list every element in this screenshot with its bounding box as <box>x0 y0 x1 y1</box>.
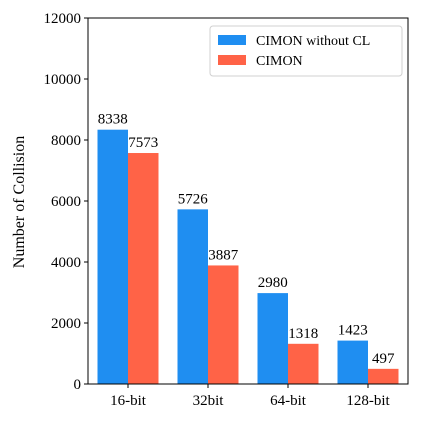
bars-group <box>97 129 399 384</box>
y-tick-label: 0 <box>74 377 82 393</box>
data-label: 1318 <box>288 326 318 342</box>
bar-cimon-without-cl-3 <box>337 340 368 384</box>
x-tick-label: 16-bit <box>110 393 147 409</box>
legend: CIMON without CL CIMON <box>209 25 403 77</box>
data-label: 7573 <box>128 135 158 151</box>
data-label: 3887 <box>208 247 239 263</box>
data-label: 497 <box>372 351 395 367</box>
bar-cimon-without-cl-1 <box>177 209 208 384</box>
data-label: 8338 <box>98 112 128 128</box>
legend-swatch <box>218 55 246 65</box>
bar-cimon-3 <box>368 368 399 384</box>
legend-label: CIMON <box>256 54 303 69</box>
y-axis-label: Number of Collision <box>11 136 28 268</box>
y-tick-label: 2000 <box>51 316 81 332</box>
x-tick-label: 32bit <box>193 393 225 409</box>
y-tick-label: 12000 <box>44 11 82 27</box>
y-axis: 0 2000 4000 6000 8000 10000 12000 <box>44 11 88 393</box>
legend-swatch <box>218 35 246 45</box>
x-tick-label: 128-bit <box>346 393 390 409</box>
bar-cimon-without-cl-2 <box>257 293 288 384</box>
data-label: 2980 <box>258 275 288 291</box>
data-label: 5726 <box>178 191 209 207</box>
bar-cimon-0 <box>128 153 159 384</box>
legend-box <box>209 25 403 77</box>
bar-cimon-without-cl-0 <box>97 129 128 384</box>
y-tick-label: 10000 <box>44 72 82 88</box>
bar-cimon-2 <box>288 343 319 384</box>
y-tick-label: 4000 <box>51 255 81 271</box>
plot-frame <box>87 17 409 385</box>
y-tick-label: 6000 <box>51 194 81 210</box>
y-tick-label: 8000 <box>51 133 81 149</box>
data-label: 1423 <box>338 323 368 339</box>
bar-cimon-1 <box>208 265 239 384</box>
x-axis: 16-bit 32bit 64-bit 128-bit <box>110 384 390 409</box>
legend-label: CIMON without CL <box>256 34 370 49</box>
x-tick-label: 64-bit <box>270 393 307 409</box>
